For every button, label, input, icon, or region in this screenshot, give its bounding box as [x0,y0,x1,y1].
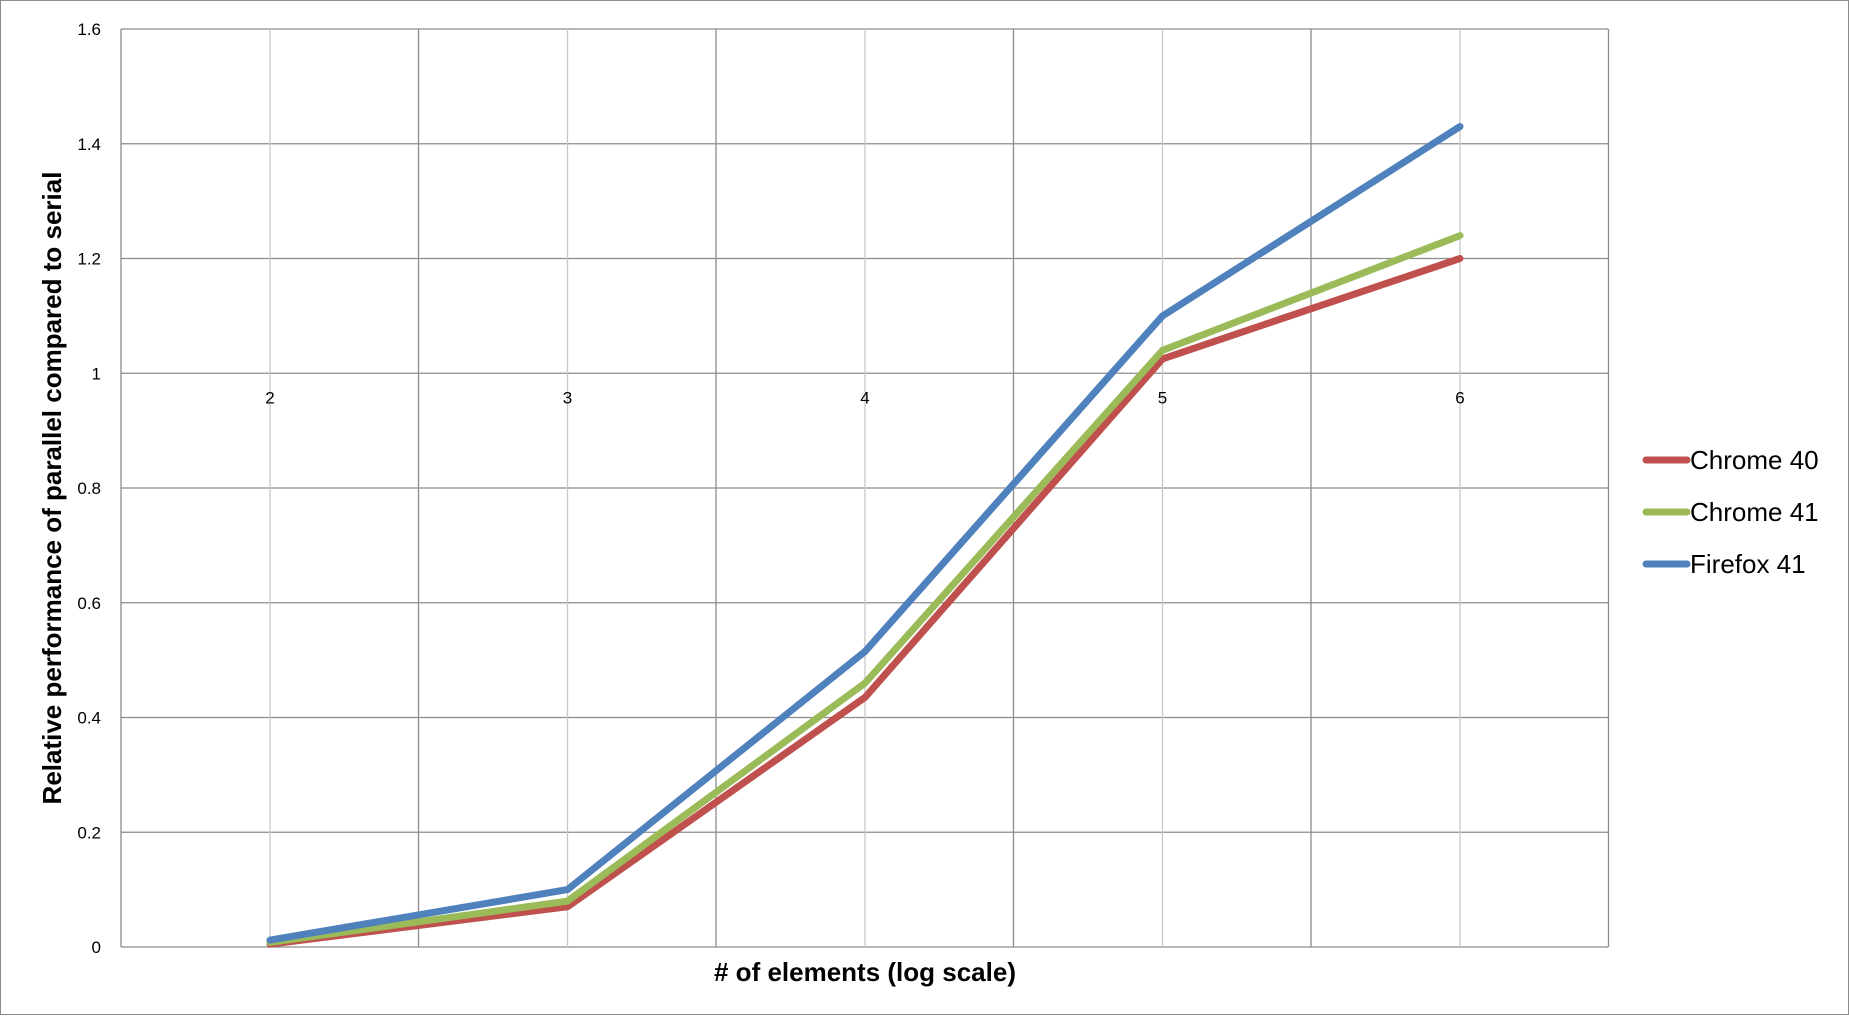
y-tick-label: 0.4 [77,709,101,728]
x-axis-title: # of elements (log scale) [714,957,1016,987]
x-tick-label: 4 [860,388,869,407]
legend-label: Firefox 41 [1690,549,1806,579]
y-tick-label: 0.8 [77,479,101,498]
y-tick-label: 1.4 [77,135,101,154]
series-line [266,232,1464,946]
legend: Chrome 40 Chrome 41 Firefox 41 [1642,445,1819,579]
legend-label: Chrome 41 [1690,497,1819,527]
y-tick-label: 1 [92,364,101,383]
y-tick-label: 0.6 [77,594,101,613]
y-tick-label: 1.6 [77,20,101,39]
data-series [266,123,1464,948]
y-tick-label: 0.2 [77,823,101,842]
y-axis-title: Relative performance of parallel compare… [37,172,67,805]
grid-lines [120,28,1610,948]
y-tick-label: 1.2 [77,250,101,269]
x-tick-label: 5 [1158,388,1167,407]
legend-label: Chrome 40 [1690,445,1819,475]
x-axis-tick-labels: 2 3 4 5 6 [265,388,1464,407]
series-line [266,255,1464,948]
x-tick-label: 6 [1455,388,1464,407]
x-tick-label: 2 [265,388,274,407]
y-axis-tick-labels: 0 0.2 0.4 0.6 0.8 1 1.2 1.4 1.6 [77,20,101,957]
x-tick-label: 3 [563,388,572,407]
series-line [266,123,1464,944]
y-tick-label: 0 [92,938,101,957]
